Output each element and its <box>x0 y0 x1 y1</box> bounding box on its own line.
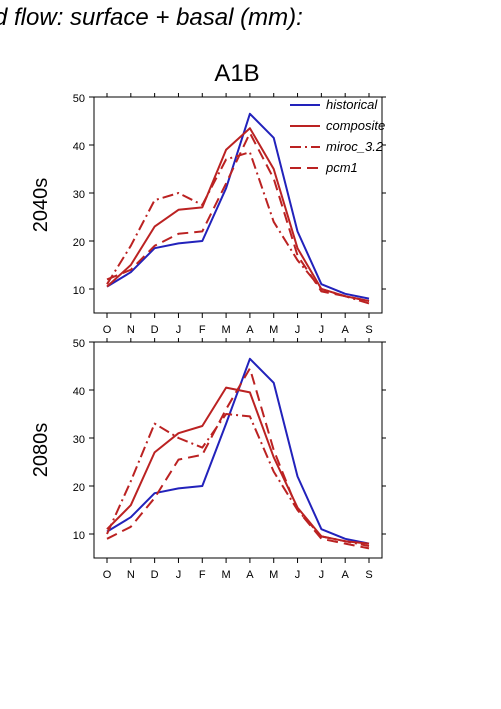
legend-label: miroc_3.2 <box>326 139 384 154</box>
x-tick-label: M <box>269 569 278 581</box>
y-tick-label: 30 <box>73 434 85 446</box>
y-tick-label: 10 <box>73 285 85 297</box>
x-tick-label: M <box>222 324 231 336</box>
y-tick-label: 20 <box>73 237 85 249</box>
series-line-miroc-3-2 <box>106 413 370 547</box>
x-tick-label: O <box>103 324 112 336</box>
x-tick-label: J <box>176 569 182 581</box>
x-tick-label: A <box>342 569 350 581</box>
x-tick-label: N <box>127 324 135 336</box>
x-tick-label: A <box>246 324 254 336</box>
panel-2040s: 10 20 30 40 50 O N D J F M A M J J A S 2040s historical com… <box>30 93 386 336</box>
y-tick-label: 20 <box>73 482 85 494</box>
plot-frame <box>93 341 383 559</box>
plot-frame <box>93 96 383 314</box>
series-line-pcm1 <box>106 132 370 302</box>
x-tick-label: M <box>269 324 278 336</box>
panel-2080s: 10 20 30 40 50 O N D J F M A M J J A S 2080s <box>30 338 386 581</box>
x-tick-label: S <box>365 569 372 581</box>
x-tick-label: N <box>127 569 135 581</box>
legend-label: pcm1 <box>325 160 358 175</box>
x-tick-label: S <box>365 324 372 336</box>
x-tick-label: F <box>199 569 206 581</box>
legend-label: historical <box>326 97 378 112</box>
x-tick-label: D <box>151 569 159 581</box>
series-line-composite <box>106 386 370 545</box>
series-line-miroc-3-2 <box>106 151 370 305</box>
series-line-historical <box>106 357 370 545</box>
y-tick-label: 10 <box>73 530 85 542</box>
figure-title: d flow: surface + basal (mm): <box>0 4 303 31</box>
y-tick-label: 30 <box>73 189 85 201</box>
x-tick-label: J <box>319 569 325 581</box>
x-tick-label: A <box>246 569 254 581</box>
y-tick-label: 50 <box>73 338 85 350</box>
x-tick-label: J <box>319 324 325 336</box>
x-tick-label: D <box>151 324 159 336</box>
series-line-historical <box>106 112 370 300</box>
y-tick-label: 40 <box>73 141 85 153</box>
x-tick-label: J <box>176 324 182 336</box>
series-line-pcm1 <box>106 367 370 550</box>
x-tick-label: J <box>295 324 301 336</box>
y-tick-label: 50 <box>73 93 85 105</box>
x-tick-label: J <box>295 569 301 581</box>
y-axis-label: 2080s <box>30 423 52 478</box>
y-axis-label: 2040s <box>30 178 52 233</box>
y-tick-label: 40 <box>73 386 85 398</box>
x-tick-label: A <box>342 324 350 336</box>
scenario-title: A1B <box>214 60 259 87</box>
x-tick-label: F <box>199 324 206 336</box>
legend-label: composite <box>326 118 385 133</box>
x-tick-label: O <box>103 569 112 581</box>
x-tick-label: M <box>222 569 231 581</box>
